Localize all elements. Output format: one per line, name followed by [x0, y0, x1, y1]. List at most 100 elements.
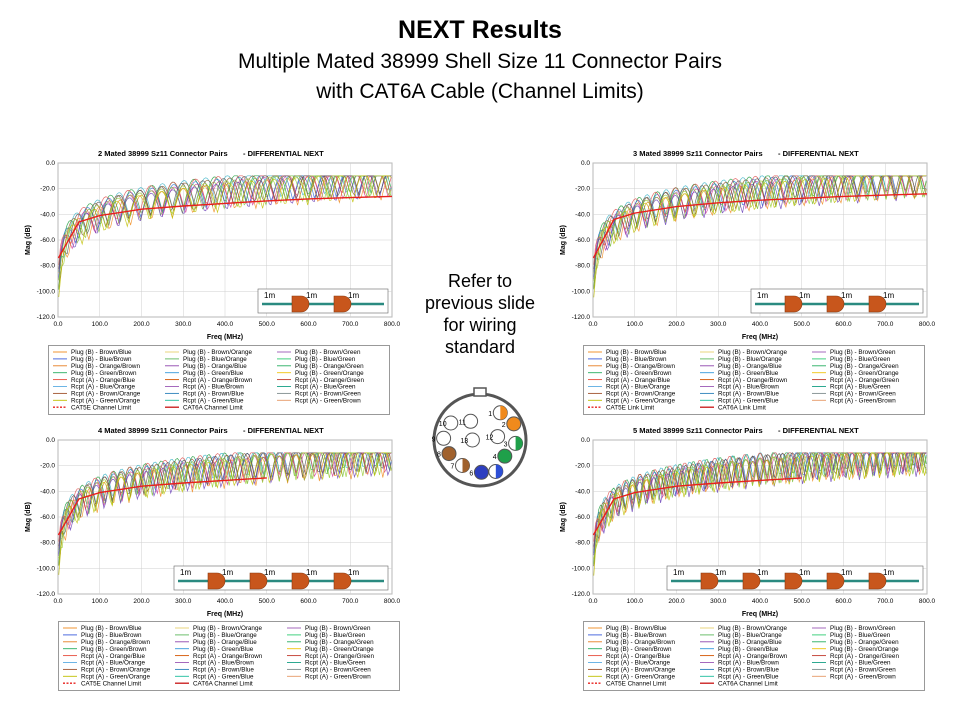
x-tick-label: 500.0	[259, 321, 276, 328]
next-trace-line	[58, 452, 392, 547]
legend-entry: Plug (B) - Blue/Orange	[193, 632, 257, 639]
legend-entry: Plug (B) - Blue/Orange	[183, 356, 247, 363]
legend-entry: Rcpt (A) - Brown/Orange	[606, 667, 676, 674]
x-tick-label: 700.0	[877, 598, 894, 605]
next-trace-line	[593, 175, 927, 298]
next-trace-line	[593, 175, 927, 280]
y-tick-label: 0.0	[581, 437, 590, 444]
x-tick-label: 0.0	[588, 321, 597, 328]
legend-entry: Plug (B) - Orange/Brown	[606, 363, 675, 370]
next-trace-line	[58, 452, 392, 554]
legend-entry: CAT5E Channel Limit	[81, 680, 141, 687]
legend-entry: Rcpt (A) - Brown/Orange	[81, 667, 151, 674]
y-tick-label: -80.0	[40, 540, 55, 547]
legend-entry: Plug (B) - Brown/Green	[305, 625, 371, 632]
cable-segment-label: 1m	[673, 568, 684, 577]
cable-segment-label: 1m	[264, 568, 275, 577]
legend-entry: Plug (B) - Blue/Brown	[71, 356, 132, 363]
legend-entry: Plug (B) - Brown/Orange	[183, 349, 252, 356]
legend-entry: Rcpt (A) - Orange/Blue	[606, 377, 671, 384]
connector-pair-icon	[826, 572, 845, 590]
y-tick-label: -80.0	[40, 263, 55, 270]
legend-entry: Rcpt (A) - Blue/Brown	[183, 384, 244, 391]
connector-pair-icon	[784, 295, 803, 313]
y-tick-label: 0.0	[46, 160, 55, 167]
legend-entry: Plug (B) - Green/Blue	[183, 370, 244, 377]
next-trace-line	[58, 175, 392, 288]
legend-4-pairs: Plug (B) - Brown/Blue Plug (B) - Brown/Or…	[58, 621, 400, 691]
connector-pin	[497, 448, 513, 464]
legend-entry: Rcpt (A) - Brown/Green	[830, 667, 896, 674]
y-tick-label: -120.0	[37, 591, 56, 598]
x-tick-label: 200.0	[668, 321, 685, 328]
connector-pin-number: 2	[502, 422, 506, 429]
y-tick-label: -80.0	[575, 540, 590, 547]
legend-entry: Plug (B) - Brown/Blue	[606, 349, 667, 356]
legend-entry: Plug (B) - Orange/Green	[830, 639, 899, 646]
legend-entry: Plug (B) - Orange/Blue	[718, 363, 782, 370]
legend-entry: Rcpt (A) - Green/Brown	[830, 674, 896, 681]
connector-pin-number: 1	[488, 411, 492, 418]
legend-entry: CAT6A Link Limit	[718, 404, 766, 411]
legend-entry: Rcpt (A) - Blue/Green	[295, 384, 356, 391]
legend-entry: Rcpt (A) - Brown/Blue	[718, 667, 779, 674]
legend-entry: Rcpt (A) - Orange/Green	[830, 377, 899, 384]
legend-entry: Rcpt (A) - Orange/Brown	[183, 377, 253, 384]
cable-segment-label: 1m	[180, 568, 191, 577]
connector-pin-half	[500, 405, 508, 420]
legend-2-pairs: Plug (B) - Brown/Blue Plug (B) - Brown/Or…	[48, 345, 390, 415]
legend-entry: Rcpt (A) - Brown/Green	[830, 391, 896, 398]
next-trace-line	[58, 175, 392, 269]
y-tick-label: 0.0	[581, 160, 590, 167]
y-tick-label: -100.0	[37, 288, 56, 295]
y-tick-label: -40.0	[40, 488, 55, 495]
legend-entry: Rcpt (A) - Green/Blue	[193, 674, 254, 681]
limit-line	[57, 477, 267, 536]
legend-entry: Plug (B) - Brown/Blue	[81, 625, 142, 632]
cable-segment-label: 1m	[306, 291, 317, 300]
cable-segment-label: 1m	[715, 568, 726, 577]
legend-entry: Rcpt (A) - Brown/Blue	[183, 391, 244, 398]
chart-title: 5 Mated 38999 Sz11 Connector Pairs	[633, 426, 763, 435]
connector-pair-icon	[291, 295, 310, 313]
wiring-note-line: for wiring	[443, 315, 517, 335]
y-tick-label: -60.0	[575, 514, 590, 521]
y-tick-label: -120.0	[572, 314, 591, 321]
next-trace-line	[58, 452, 392, 550]
chart-2-pairs: 2 Mated 38999 Sz11 Connector Pairs - DIFF…	[20, 145, 400, 345]
y-tick-label: -20.0	[40, 463, 55, 470]
wiring-note-line: previous slide	[424, 293, 536, 313]
connector-pair-icon	[742, 572, 761, 590]
connector-pin	[441, 446, 457, 462]
slide-subtitle-line1: Multiple Mated 38999 Shell Size 11 Conne…	[237, 50, 723, 73]
connector-pair-icon	[291, 572, 310, 590]
connector-pin-half	[515, 436, 523, 451]
legend-entry: Rcpt (A) - Blue/Brown	[193, 660, 254, 667]
cable-segment-label: 1m	[348, 568, 359, 577]
x-axis-label: Freq (MHz)	[742, 611, 778, 618]
connector-pair-icon	[333, 572, 352, 590]
x-tick-label: 100.0	[627, 321, 644, 328]
legend-entry: Plug (B) - Blue/Brown	[606, 356, 667, 363]
legend-entry: Plug (B) - Orange/Brown	[81, 639, 150, 646]
legend-entry: CAT5E Channel Limit	[71, 404, 131, 411]
y-tick-label: -40.0	[575, 211, 590, 218]
y-tick-label: -20.0	[575, 463, 590, 470]
next-trace-line	[58, 175, 392, 280]
next-trace-line	[593, 175, 927, 273]
connector-pair-icon	[333, 295, 352, 313]
next-trace-line	[58, 175, 392, 278]
legend-entry: CAT5E Channel Limit	[606, 680, 666, 687]
connector-pin-number: 3	[504, 441, 508, 448]
limit-line	[57, 195, 393, 259]
x-tick-label: 600.0	[835, 598, 852, 605]
x-tick-label: 600.0	[835, 321, 852, 328]
legend-entry: Rcpt (A) - Blue/Green	[305, 660, 366, 667]
legend-entry: Plug (B) - Brown/Orange	[193, 625, 262, 632]
chart-title-suffix: - DIFFERENTIAL NEXT	[778, 149, 859, 158]
next-trace-line	[593, 175, 927, 269]
x-tick-label: 800.0	[919, 321, 935, 328]
legend-entry: Rcpt (A) - Green/Brown	[830, 398, 896, 405]
limit-line	[592, 193, 928, 259]
legend-entry: Rcpt (A) - Green/Brown	[305, 674, 371, 681]
